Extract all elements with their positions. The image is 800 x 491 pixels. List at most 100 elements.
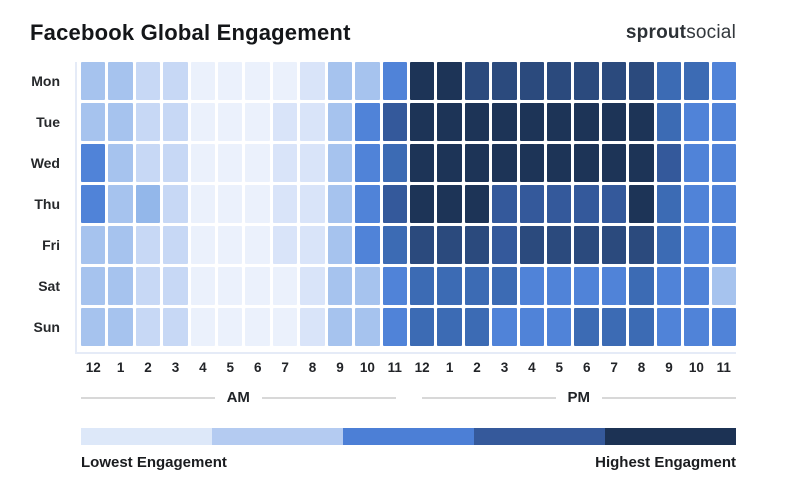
heatmap-cell — [272, 144, 298, 182]
heatmap-cell — [245, 267, 270, 305]
heatmap-cell — [464, 267, 490, 305]
heatmap-cell — [409, 267, 435, 305]
heatmap-cell — [601, 267, 627, 305]
heatmap-cell — [272, 226, 298, 264]
heatmap-cell — [601, 308, 627, 346]
heatmap-cell — [684, 226, 709, 264]
heatmap-cell — [629, 62, 654, 100]
heatmap-cell — [629, 103, 654, 141]
heatmap-cell — [163, 103, 188, 141]
heatmap-cell — [245, 308, 270, 346]
heatmap-cell — [300, 144, 325, 182]
heatmap-cell — [163, 226, 188, 264]
heatmap-cell — [519, 267, 545, 305]
heatmap-cell — [272, 103, 298, 141]
legend-color-segment — [343, 428, 474, 445]
heatmap-cell — [327, 308, 353, 346]
heatmap-cell — [656, 185, 682, 223]
heatmap-cell — [327, 267, 353, 305]
heatmap-cell — [382, 144, 407, 182]
heatmap-cell — [135, 103, 161, 141]
heatmap-cell — [437, 226, 462, 264]
heatmap-cell — [300, 62, 325, 100]
heatmap-cell — [547, 103, 572, 141]
row-label-fri: Fri — [42, 237, 60, 253]
legend-gradient — [75, 428, 736, 445]
heatmap-cell — [437, 144, 462, 182]
heatmap-cell — [355, 226, 380, 264]
ampm-axis: AM PM — [75, 389, 736, 406]
heatmap-cell — [464, 185, 490, 223]
heatmap-cell — [656, 226, 682, 264]
pm-label: PM — [567, 389, 591, 406]
logo-text-light: social — [686, 22, 736, 43]
heatmap-cell — [135, 308, 161, 346]
heatmap-cell — [492, 185, 517, 223]
heatmap-cell — [81, 144, 106, 182]
hour-tick-pm-5: 5 — [555, 360, 564, 375]
legend-color-segment — [474, 428, 605, 445]
hour-tick-am-3: 3 — [171, 360, 180, 375]
heatmap-cell — [492, 308, 517, 346]
heatmap-cell — [437, 185, 462, 223]
logo-text-bold: sprout — [625, 22, 687, 43]
row-label-sat: Sat — [38, 278, 60, 294]
heatmap-cell — [464, 62, 490, 100]
heatmap-cell — [464, 103, 490, 141]
heatmap-cell — [135, 226, 161, 264]
heatmap-cell — [711, 226, 736, 264]
heatmap-cell — [382, 226, 407, 264]
heatmap-cell — [382, 267, 407, 305]
heatmap-cell — [492, 226, 517, 264]
heatmap-cell — [574, 308, 599, 346]
hour-tick-pm-12: 12 — [414, 360, 430, 375]
hour-tick-pm-7: 7 — [610, 360, 618, 375]
heatmap-cell — [300, 267, 325, 305]
heatmap-cell — [492, 103, 517, 141]
heatmap-cell — [382, 62, 407, 100]
hour-tick-pm-8: 8 — [637, 360, 646, 375]
heatmap-cell — [300, 308, 325, 346]
heatmap-cell — [437, 308, 462, 346]
heatmap-cell — [163, 185, 188, 223]
heatmap-cell — [409, 62, 435, 100]
heatmap-cell — [218, 226, 243, 264]
hour-tick-am-1: 1 — [116, 360, 125, 375]
heatmap-cell — [437, 103, 462, 141]
heatmap-cell — [711, 308, 736, 346]
heatmap-cell — [382, 103, 407, 141]
hour-axis: 12 1 2 3 4 5 6 7 8 9 10 11 12 1 2 3 4 5 6 7 8 9 10 11 — [75, 360, 736, 375]
heatmap-cell — [464, 144, 490, 182]
header: Facebook Global Engagement sproutsocial — [0, 0, 800, 46]
heatmap-cell — [190, 144, 216, 182]
heatmap-cell — [547, 62, 572, 100]
heatmap-cell — [437, 62, 462, 100]
heatmap-cell — [409, 103, 435, 141]
heatmap-cell — [574, 103, 599, 141]
hour-tick-am-4: 4 — [199, 360, 207, 375]
heatmap-cell — [601, 103, 627, 141]
heatmap-cell — [409, 226, 435, 264]
heatmap-cell — [81, 308, 106, 346]
heatmap-cell — [272, 308, 298, 346]
heatmap-cell — [656, 103, 682, 141]
heatmap-cell — [108, 267, 133, 305]
heatmap-cell — [163, 144, 188, 182]
hour-tick-am-6: 6 — [253, 360, 262, 375]
heatmap-cell — [135, 62, 161, 100]
row-label-thu: Thu — [34, 196, 60, 212]
heatmap-cell — [711, 267, 736, 305]
heatmap-cell — [245, 226, 270, 264]
heatmap-cell — [382, 185, 407, 223]
heatmap-cell — [108, 144, 133, 182]
legend-color-segment — [212, 428, 343, 445]
heatmap-cell — [492, 144, 517, 182]
heatmap-cell — [81, 226, 106, 264]
heatmap-cell — [218, 144, 243, 182]
heatmap-cell — [409, 185, 435, 223]
heatmap-cell — [547, 267, 572, 305]
heatmap-cell — [135, 185, 161, 223]
heatmap-cell — [190, 185, 216, 223]
heatmap-cell — [190, 267, 216, 305]
am-section: AM — [81, 389, 396, 406]
